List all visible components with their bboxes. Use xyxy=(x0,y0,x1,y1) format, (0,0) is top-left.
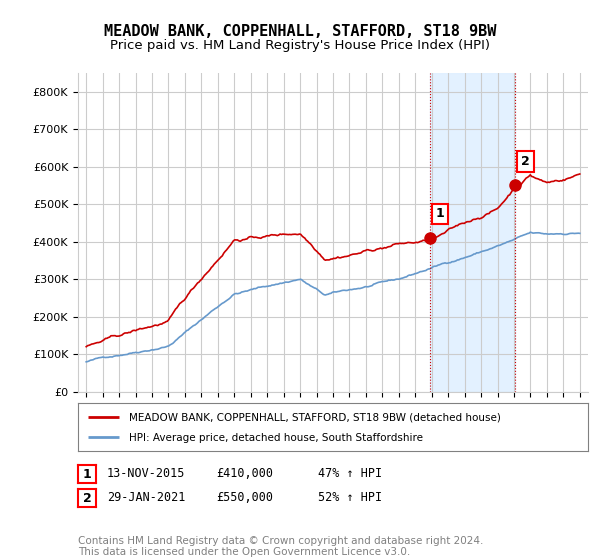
Text: £410,000: £410,000 xyxy=(216,466,273,480)
Text: 47% ↑ HPI: 47% ↑ HPI xyxy=(318,466,382,480)
Text: £550,000: £550,000 xyxy=(216,491,273,504)
Text: 1: 1 xyxy=(436,207,444,221)
Text: HPI: Average price, detached house, South Staffordshire: HPI: Average price, detached house, Sout… xyxy=(129,433,423,444)
Text: MEADOW BANK, COPPENHALL, STAFFORD, ST18 9BW: MEADOW BANK, COPPENHALL, STAFFORD, ST18 … xyxy=(104,24,496,39)
Text: 1: 1 xyxy=(83,468,91,480)
Text: Contains HM Land Registry data © Crown copyright and database right 2024.
This d: Contains HM Land Registry data © Crown c… xyxy=(78,535,484,557)
Bar xyxy=(430,73,515,392)
Text: 52% ↑ HPI: 52% ↑ HPI xyxy=(318,491,382,504)
Text: Price paid vs. HM Land Registry's House Price Index (HPI): Price paid vs. HM Land Registry's House … xyxy=(110,39,490,52)
Text: 2: 2 xyxy=(521,155,530,168)
Text: 13-NOV-2015: 13-NOV-2015 xyxy=(107,466,185,480)
Text: 29-JAN-2021: 29-JAN-2021 xyxy=(107,491,185,504)
Text: MEADOW BANK, COPPENHALL, STAFFORD, ST18 9BW (detached house): MEADOW BANK, COPPENHALL, STAFFORD, ST18 … xyxy=(129,413,501,422)
Text: 2: 2 xyxy=(83,492,91,505)
